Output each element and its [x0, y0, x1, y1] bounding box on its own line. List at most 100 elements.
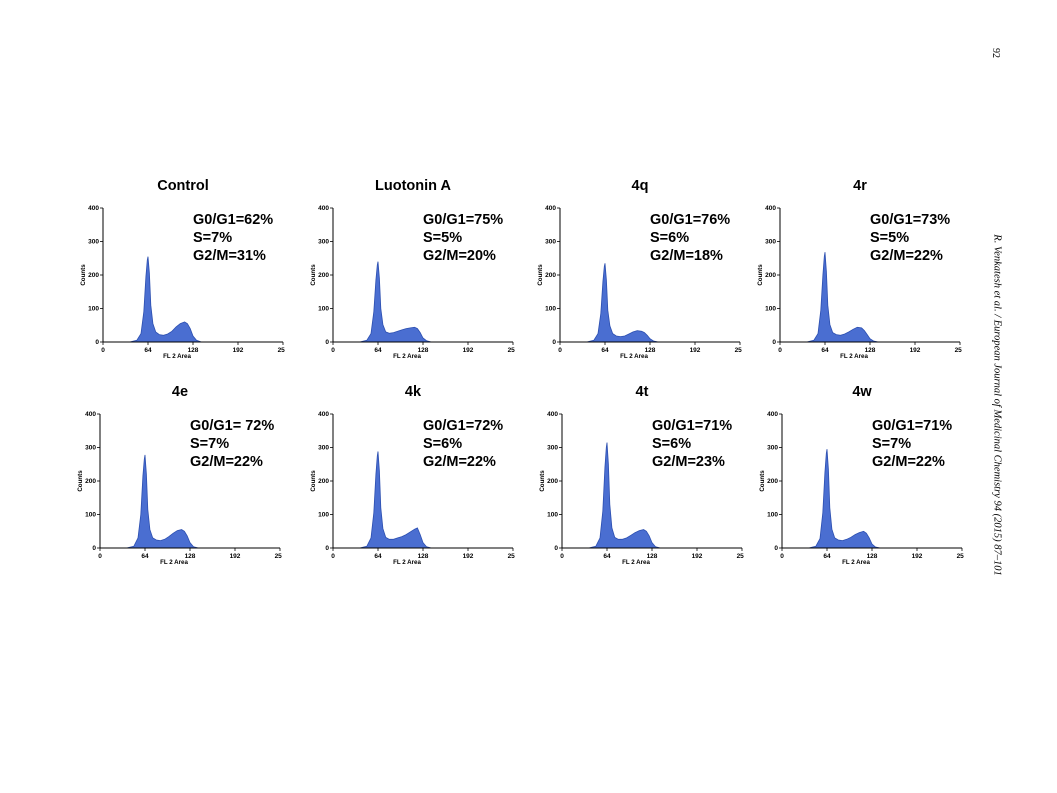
y-tick-label: 300	[318, 239, 329, 246]
histogram-panel: 4e 0 100 200 300 400 0 64 128 192 256 FL 2 Area Coun…	[72, 378, 282, 578]
x-tick-label: 0	[101, 347, 105, 354]
histogram-area	[126, 454, 199, 549]
histogram-area	[359, 261, 432, 343]
y-tick-label: 100	[318, 512, 329, 519]
y-tick-label: 300	[318, 445, 329, 452]
chart-title: 4w	[852, 384, 872, 400]
x-tick-label: 64	[823, 553, 831, 560]
phase-annotation: S=6%	[652, 436, 691, 452]
y-tick-label: 100	[545, 306, 556, 313]
histogram-svg: 4r 0 100 200 300 400 0 64 128 192 256 FL 2 Area Coun…	[757, 178, 962, 360]
x-tick-label: 0	[558, 347, 562, 354]
phase-annotation: S=7%	[193, 230, 232, 246]
phase-annotation: G0/G1=62%	[193, 212, 273, 228]
chart-title: Luotonin A	[375, 178, 451, 194]
y-tick-label: 400	[545, 205, 556, 212]
x-axis-label: FL 2 Area	[393, 353, 421, 360]
histogram-panel: 4k 0 100 200 300 400 0 64 128 192 256 FL 2 Area Coun…	[305, 378, 515, 578]
x-tick-label: 128	[645, 347, 656, 354]
y-tick-label: 100	[765, 306, 776, 313]
y-axis-label: Counts	[539, 470, 546, 492]
running-head: R. Venkatesh et al. / European Journal o…	[990, 234, 1004, 576]
phase-annotation: G0/G1=76%	[650, 212, 730, 228]
y-tick-label: 200	[765, 272, 776, 279]
x-tick-label: 0	[331, 553, 335, 560]
y-tick-label: 100	[767, 512, 778, 519]
y-tick-label: 400	[767, 411, 778, 418]
chart-title: Control	[157, 178, 209, 194]
histogram-area	[359, 451, 432, 549]
y-tick-label: 0	[554, 545, 558, 552]
x-tick-label: 64	[601, 347, 609, 354]
x-axis-label: FL 2 Area	[163, 353, 191, 360]
y-axis-label: Counts	[537, 264, 544, 286]
x-tick-label: 0	[98, 553, 102, 560]
x-tick-label: 64	[141, 553, 149, 560]
y-tick-label: 300	[85, 445, 96, 452]
histogram-panel: 4r 0 100 200 300 400 0 64 128 192 256 FL 2 Area Coun…	[752, 172, 962, 372]
histogram-area	[588, 442, 661, 549]
y-tick-label: 100	[85, 512, 96, 519]
chart-title: 4k	[405, 384, 422, 400]
x-tick-label: 128	[865, 347, 876, 354]
x-tick-label: 0	[560, 553, 564, 560]
x-tick-label: 256	[275, 553, 282, 560]
y-tick-label: 400	[318, 411, 329, 418]
phase-annotation: G2/M=22%	[190, 454, 263, 470]
y-tick-label: 0	[552, 339, 556, 346]
histogram-area	[129, 256, 202, 343]
x-axis-label: FL 2 Area	[622, 559, 650, 566]
x-tick-label: 64	[821, 347, 829, 354]
y-tick-label: 400	[318, 205, 329, 212]
phase-annotation: G0/G1=75%	[423, 212, 503, 228]
histogram-area	[808, 449, 881, 549]
phase-annotation: G2/M=22%	[872, 454, 945, 470]
y-tick-label: 0	[774, 545, 778, 552]
y-tick-label: 200	[767, 478, 778, 485]
y-tick-label: 0	[92, 545, 96, 552]
x-tick-label: 0	[780, 553, 784, 560]
y-tick-label: 300	[547, 445, 558, 452]
x-tick-label: 192	[230, 553, 241, 560]
x-axis-label: FL 2 Area	[842, 559, 870, 566]
phase-annotation: S=7%	[190, 436, 229, 452]
y-axis-label: Counts	[757, 264, 764, 286]
y-tick-label: 400	[85, 411, 96, 418]
y-tick-label: 100	[88, 306, 99, 313]
x-axis-label: FL 2 Area	[160, 559, 188, 566]
histogram-panel: 4w 0 100 200 300 400 0 64 128 192 256 FL 2 Area Coun…	[754, 378, 964, 578]
x-tick-label: 192	[233, 347, 244, 354]
chart-title: 4e	[172, 384, 188, 400]
x-axis-label: FL 2 Area	[840, 353, 868, 360]
x-tick-label: 128	[418, 347, 429, 354]
running-head-text: R. Venkatesh et al. / European Journal o…	[991, 234, 1003, 576]
histogram-area	[586, 263, 659, 343]
phase-annotation: G2/M=22%	[870, 248, 943, 264]
x-tick-label: 256	[957, 553, 964, 560]
phase-annotation: S=7%	[872, 436, 911, 452]
y-tick-label: 400	[547, 411, 558, 418]
y-tick-label: 200	[318, 272, 329, 279]
y-axis-label: Counts	[759, 470, 766, 492]
x-axis-label: FL 2 Area	[620, 353, 648, 360]
x-tick-label: 256	[955, 347, 962, 354]
x-tick-label: 256	[737, 553, 744, 560]
y-axis-label: Counts	[310, 470, 317, 492]
phase-annotation: G2/M=22%	[423, 454, 496, 470]
histogram-svg: Luotonin A 0 100 200 300 400 0 64 128 192 256 FL 2 …	[310, 178, 515, 360]
y-tick-label: 0	[325, 545, 329, 552]
y-tick-label: 200	[545, 272, 556, 279]
x-tick-label: 256	[508, 347, 515, 354]
phase-annotation: S=6%	[423, 436, 462, 452]
x-tick-label: 128	[418, 553, 429, 560]
x-tick-label: 64	[603, 553, 611, 560]
y-axis-label: Counts	[77, 470, 84, 492]
y-axis-label: Counts	[80, 264, 87, 286]
phase-annotation: G0/G1=72%	[423, 418, 503, 434]
x-tick-label: 256	[508, 553, 515, 560]
histogram-svg: 4e 0 100 200 300 400 0 64 128 192 256 FL 2 Area Coun…	[77, 384, 282, 566]
x-tick-label: 192	[910, 347, 921, 354]
y-tick-label: 300	[88, 239, 99, 246]
histogram-area	[806, 252, 879, 343]
y-tick-label: 400	[88, 205, 99, 212]
